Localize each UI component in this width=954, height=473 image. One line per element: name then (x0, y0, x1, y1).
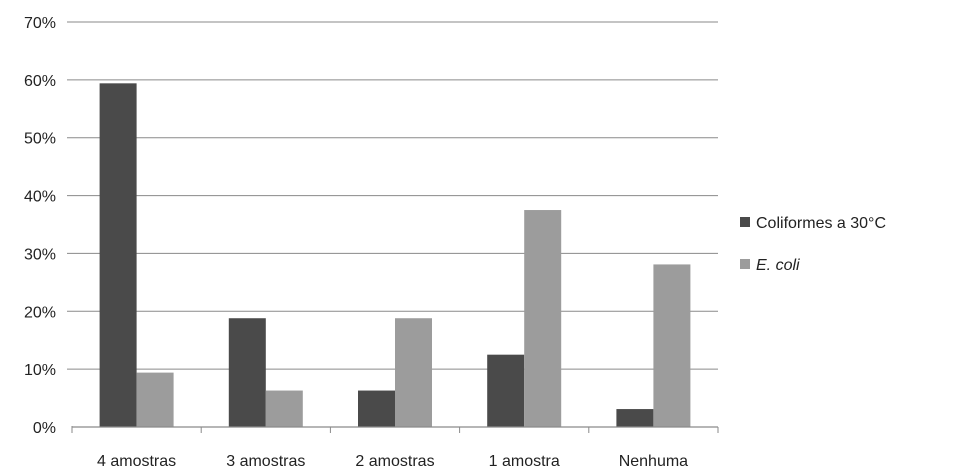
y-tick-label: 0% (33, 420, 56, 437)
y-tick-label: 50% (24, 131, 56, 148)
legend-label-coliformes: Coliformes a 30°C (756, 215, 886, 232)
bar-coliformes (99, 83, 137, 427)
bar-e-coli (265, 390, 303, 427)
y-axis-tick-labels: 0% 10% 20% 30% 40% 50% 60% 70% (24, 15, 56, 437)
x-category-label: 2 amostras (355, 453, 434, 470)
x-category-label: 4 amostras (97, 453, 176, 470)
bar-e-coli (136, 372, 174, 427)
legend-swatch-e-coli (740, 259, 750, 269)
y-tick-label: 20% (24, 304, 56, 321)
y-tick-label: 10% (24, 362, 56, 379)
bar-coliformes (358, 390, 395, 427)
x-axis (71, 426, 719, 433)
x-axis-category-labels: 4 amostras 3 amostras 2 amostras 1 amostra N… (97, 453, 688, 470)
x-category-label: 1 amostra (489, 453, 560, 470)
bar-coliformes (616, 409, 654, 427)
bar-e-coli (524, 210, 562, 427)
bars (99, 83, 691, 427)
y-tick-label: 70% (24, 15, 56, 32)
bar-e-coli (395, 318, 432, 427)
y-tick-label: 40% (24, 189, 56, 206)
gridlines (67, 21, 718, 370)
legend-swatch-coliformes (740, 217, 750, 227)
y-tick-label: 60% (24, 73, 56, 90)
legend: Coliformes a 30°C E. coli (740, 215, 886, 274)
x-category-label: 3 amostras (226, 453, 305, 470)
bar-e-coli (653, 264, 691, 427)
legend-label-e-coli: E. coli (756, 257, 800, 274)
x-category-label: Nenhuma (619, 453, 688, 470)
bar-coliformes (228, 318, 266, 427)
y-tick-label: 30% (24, 246, 56, 263)
bar-coliformes (487, 354, 525, 427)
